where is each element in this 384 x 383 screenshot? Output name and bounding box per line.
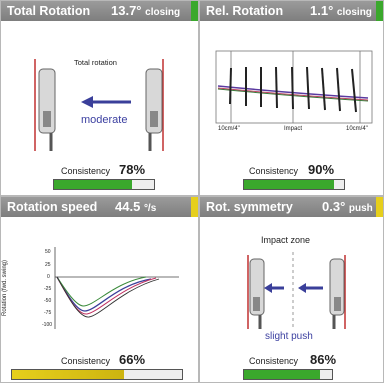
panel-header: Total Rotation 13.7° closing <box>1 1 198 21</box>
consistency-value: 90% <box>308 162 335 177</box>
consistency-bar-fill <box>244 370 320 379</box>
panel-value: 44.5 °/s <box>115 199 157 214</box>
panel-value: 1.1° closing <box>310 3 372 18</box>
panel-header: Rot. symmetry 0.3° push <box>200 197 383 217</box>
consistency-bar-fill <box>244 180 334 189</box>
direction-label: slight push <box>265 331 313 342</box>
axis-label-right: 10cm/4" <box>346 126 368 132</box>
rotation-chart <box>215 50 373 124</box>
inner-label: Impact zone <box>261 235 311 245</box>
status-stripe <box>191 1 198 21</box>
consistency-label: Consistency <box>249 166 299 176</box>
consistency-label: Consistency <box>249 356 299 366</box>
y-tick: 0 <box>47 274 50 280</box>
panel-header: Rel. Rotation 1.1° closing <box>200 1 383 21</box>
panel-rotation-speed[interactable]: Rotation speed 44.5 °/s Rotation (fwd. s… <box>0 196 199 383</box>
consistency-label: Consistency <box>61 166 111 176</box>
y-tick: -25 <box>44 286 52 292</box>
status-stripe <box>376 1 383 21</box>
panel-rot-symmetry[interactable]: Rot. symmetry 0.3° push Impact zone slig… <box>199 196 384 383</box>
y-tick: -75 <box>44 310 52 316</box>
panel-title: Rot. symmetry <box>206 200 293 214</box>
panel-total-rotation[interactable]: Total Rotation 13.7° closing Total rotat… <box>0 0 199 196</box>
panel-value: 0.3° push <box>322 199 373 214</box>
consistency-bar <box>243 179 345 190</box>
putter-illustration <box>34 59 164 151</box>
axis-label-left: 10cm/4" <box>218 126 240 132</box>
panel-rel-rotation[interactable]: Rel. Rotation 1.1° closing <box>199 0 384 196</box>
consistency-bar <box>11 369 183 380</box>
consistency-value: 66% <box>119 352 146 367</box>
panel-title: Rotation speed <box>7 200 98 214</box>
y-tick: 50 <box>45 249 51 255</box>
panel-value: 13.7° closing <box>111 3 181 18</box>
consistency-bar <box>243 369 333 380</box>
panel-title: Total Rotation <box>7 4 91 18</box>
consistency-bar-fill <box>12 370 125 379</box>
axis-label-mid: Impact <box>284 126 303 132</box>
consistency-value: 78% <box>119 162 146 177</box>
consistency-bar <box>53 179 155 190</box>
status-stripe <box>376 197 383 217</box>
consistency-bar-fill <box>54 180 132 189</box>
speed-chart <box>54 247 179 329</box>
y-tick: -100 <box>42 322 53 328</box>
symmetry-illustration <box>247 252 346 329</box>
status-stripe <box>191 197 198 217</box>
y-tick: 25 <box>45 262 51 268</box>
consistency-value: 86% <box>310 352 337 367</box>
y-tick: -50 <box>44 298 52 304</box>
inner-label: Total rotation <box>74 58 117 67</box>
panel-header: Rotation speed 44.5 °/s <box>1 197 198 217</box>
direction-label: moderate <box>81 114 128 126</box>
consistency-label: Consistency <box>61 356 111 366</box>
panel-title: Rel. Rotation <box>206 4 284 18</box>
